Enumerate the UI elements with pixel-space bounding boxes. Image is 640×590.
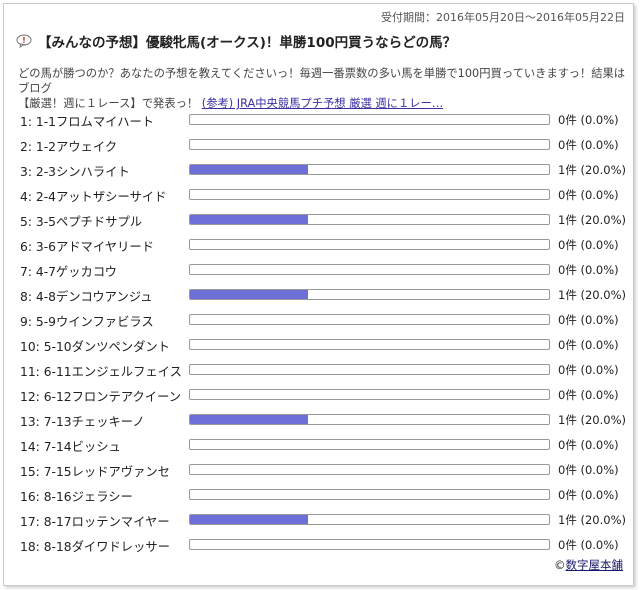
description-line-2: 【厳選！週に１レース】で発表っ！ (参考) JRA中央競馬プチ予想 厳選 週に１… — [18, 96, 628, 111]
poll-widget: 受付期間：2016年05月20日～2016年05月22日 ! 【みんなの予想】優… — [3, 3, 634, 586]
horse-label: 9: 5-9ウインファビラス — [20, 315, 154, 329]
result-row: 8: 4-8デンコウアンジュ 1件 (20.0%) — [18, 284, 628, 309]
vote-bar — [189, 264, 550, 275]
horse-label: 16: 8-16ジェラシー — [20, 490, 133, 504]
poll-title-text: 【みんなの予想】優駿牝馬(オークス)！単勝100円買うならどの馬？ — [38, 35, 457, 51]
vote-count: 1件 (20.0%) — [558, 513, 626, 527]
credit-link[interactable]: 数字屋本舗 — [565, 558, 624, 572]
description-line-1: どの馬が勝つのか？あなたの予想を教えてくださいっ！毎週一番票数の多い馬を単勝で1… — [18, 67, 626, 95]
result-row: 12: 6-12フロンテアクイーン 0件 (0.0%) — [18, 384, 628, 409]
vote-count: 0件 (0.0%) — [558, 438, 619, 452]
vote-count: 0件 (0.0%) — [558, 188, 619, 202]
vote-count: 0件 (0.0%) — [558, 238, 619, 252]
result-row: 13: 7-13チェッキーノ 1件 (20.0%) — [18, 409, 628, 434]
result-row: 9: 5-9ウインファビラス 0件 (0.0%) — [18, 309, 628, 334]
result-row: 17: 8-17ロッテンマイヤー 1件 (20.0%) — [18, 509, 628, 534]
vote-bar-fill — [190, 515, 309, 524]
vote-bar — [189, 339, 550, 350]
horse-label: 17: 8-17ロッテンマイヤー — [20, 515, 170, 529]
vote-bar — [189, 389, 550, 400]
vote-bar — [189, 289, 550, 300]
vote-count: 0件 (0.0%) — [558, 313, 619, 327]
reception-period: 受付期間：2016年05月20日～2016年05月22日 — [381, 11, 625, 24]
result-row: 5: 3-5ペプチドサプル 1件 (20.0%) — [18, 209, 628, 234]
vote-bar — [189, 139, 550, 150]
result-row: 16: 8-16ジェラシー 0件 (0.0%) — [18, 484, 628, 509]
vote-bar — [189, 364, 550, 375]
result-row: 11: 6-11エンジェルフェイス 0件 (0.0%) — [18, 359, 628, 384]
vote-bar — [189, 164, 550, 175]
horse-label: 4: 2-4アットザシーサイド — [20, 190, 167, 204]
vote-bar — [189, 314, 550, 325]
vote-bar-fill — [190, 215, 309, 224]
results-list: 1: 1-1フロムマイハート 0件 (0.0%) 2: 1-2アウェイク 0件 (0.… — [18, 109, 628, 559]
result-row: 18: 8-18ダイワドレッサー 0件 (0.0%) — [18, 534, 628, 559]
horse-label: 3: 2-3シンハライト — [20, 165, 130, 179]
vote-count: 1件 (20.0%) — [558, 413, 626, 427]
horse-label: 13: 7-13チェッキーノ — [20, 415, 145, 429]
vote-count: 1件 (20.0%) — [558, 288, 626, 302]
description-line-2-text: 【厳選！週に１レース】で発表っ！ — [18, 97, 202, 110]
result-row: 15: 7-15レッドアヴァンセ 0件 (0.0%) — [18, 459, 628, 484]
result-row: 4: 2-4アットザシーサイド 0件 (0.0%) — [18, 184, 628, 209]
horse-label: 6: 3-6アドマイヤリード — [20, 240, 154, 254]
vote-bar — [189, 114, 550, 125]
vote-bar — [189, 239, 550, 250]
vote-bar — [189, 214, 550, 225]
horse-label: 10: 5-10ダンツペンダント — [20, 340, 170, 354]
vote-count: 0件 (0.0%) — [558, 463, 619, 477]
horse-label: 14: 7-14ビッシュ — [20, 440, 121, 454]
vote-count: 0件 (0.0%) — [558, 538, 619, 552]
result-row: 14: 7-14ビッシュ 0件 (0.0%) — [18, 434, 628, 459]
horse-label: 18: 8-18ダイワドレッサー — [20, 540, 170, 554]
horse-label: 15: 7-15レッドアヴァンセ — [20, 465, 170, 479]
svg-text:!: ! — [22, 36, 26, 45]
vote-bar-fill — [190, 165, 309, 174]
horse-label: 1: 1-1フロムマイハート — [20, 115, 155, 129]
result-row: 1: 1-1フロムマイハート 0件 (0.0%) — [18, 109, 628, 134]
vote-count: 0件 (0.0%) — [558, 363, 619, 377]
result-row: 7: 4-7ゲッカコウ 0件 (0.0%) — [18, 259, 628, 284]
poll-description: どの馬が勝つのか？あなたの予想を教えてくださいっ！毎週一番票数の多い馬を単勝で1… — [18, 66, 628, 111]
vote-bar — [189, 414, 550, 425]
result-row: 6: 3-6アドマイヤリード 0件 (0.0%) — [18, 234, 628, 259]
horse-label: 7: 4-7ゲッカコウ — [20, 265, 117, 279]
vote-count: 0件 (0.0%) — [558, 113, 619, 127]
result-row: 3: 2-3シンハライト 1件 (20.0%) — [18, 159, 628, 184]
vote-bar — [189, 514, 550, 525]
vote-count: 0件 (0.0%) — [558, 263, 619, 277]
poll-title: ! 【みんなの予想】優駿牝馬(オークス)！単勝100円買うならどの馬？ — [16, 31, 456, 51]
vote-bar — [189, 189, 550, 200]
vote-bar-fill — [190, 290, 309, 299]
blog-link[interactable]: (参考) JRA中央競馬プチ予想 厳選 週に１レー… — [201, 97, 444, 110]
vote-count: 0件 (0.0%) — [558, 388, 619, 402]
vote-bar — [189, 489, 550, 500]
vote-bar — [189, 464, 550, 475]
vote-count: 0件 (0.0%) — [558, 338, 619, 352]
horse-label: 8: 4-8デンコウアンジュ — [20, 290, 153, 304]
result-row: 2: 1-2アウェイク 0件 (0.0%) — [18, 134, 628, 159]
vote-count: 0件 (0.0%) — [558, 138, 619, 152]
vote-count: 0件 (0.0%) — [558, 488, 619, 502]
horse-label: 11: 6-11エンジェルフェイス — [20, 365, 182, 379]
credit: ©数字屋本舗 — [554, 557, 623, 573]
result-row: 10: 5-10ダンツペンダント 0件 (0.0%) — [18, 334, 628, 359]
horse-label: 12: 6-12フロンテアクイーン — [20, 390, 182, 404]
vote-bar — [189, 439, 550, 450]
question-bubble-icon: ! — [16, 34, 32, 48]
vote-bar-fill — [190, 415, 309, 424]
vote-count: 1件 (20.0%) — [558, 213, 626, 227]
vote-count: 1件 (20.0%) — [558, 163, 626, 177]
copyright-mark: © — [554, 558, 566, 572]
vote-bar — [189, 539, 550, 550]
horse-label: 2: 1-2アウェイク — [20, 140, 118, 154]
horse-label: 5: 3-5ペプチドサプル — [20, 215, 143, 229]
